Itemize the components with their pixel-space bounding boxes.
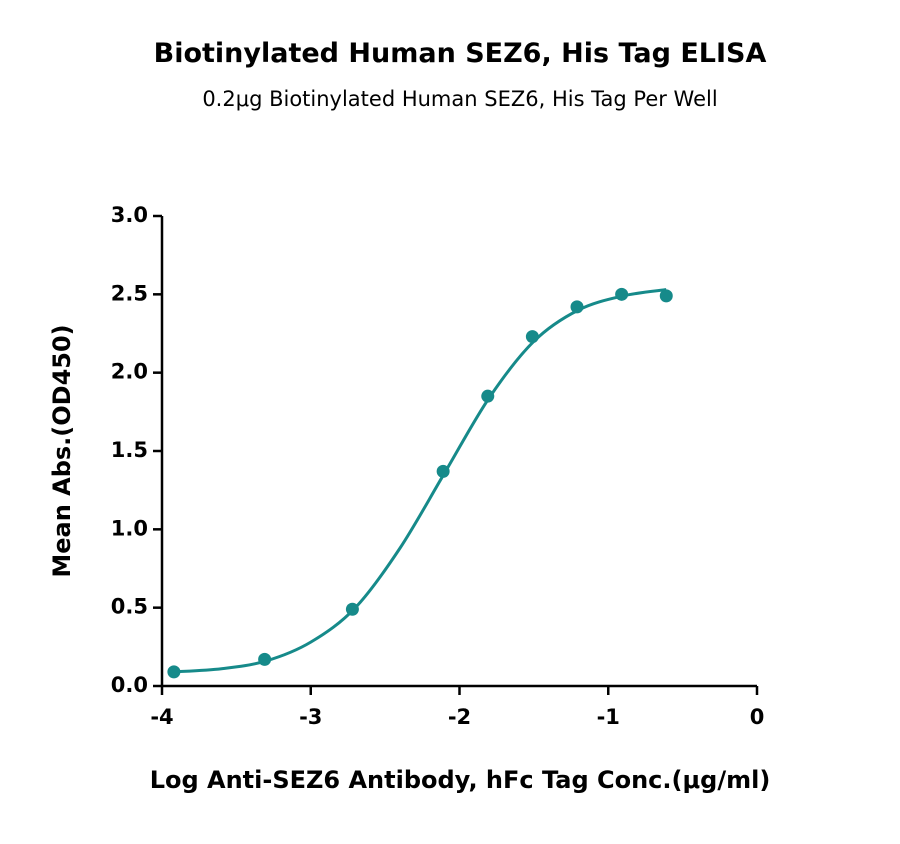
y-tick-label: 2.0 [111, 360, 148, 384]
y-tick-label: 0.5 [111, 595, 148, 619]
chart-subtitle: 0.2μg Biotinylated Human SEZ6, His Tag P… [202, 87, 717, 111]
y-tick-label: 1.5 [111, 438, 148, 462]
x-tick-label: -3 [299, 705, 322, 729]
data-point [659, 289, 673, 303]
data-point [345, 602, 359, 616]
x-tick-label: -4 [150, 705, 173, 729]
y-tick-label: 1.0 [111, 516, 148, 540]
data-point [258, 652, 272, 666]
fit-curve [173, 288, 667, 674]
x-tick-label: -1 [597, 705, 620, 729]
y-tick-label: 0.0 [111, 673, 148, 697]
x-axis-label: Log Anti-SEZ6 Antibody, hFc Tag Conc.(μg… [150, 766, 771, 794]
y-tick-label: 2.5 [111, 281, 148, 305]
x-tick-label: 0 [750, 705, 765, 729]
data-point [525, 330, 539, 344]
x-tick-label: -2 [448, 705, 471, 729]
data-point [436, 464, 450, 478]
data-point [167, 665, 181, 679]
y-axis-label: Mean Abs.(OD450) [48, 324, 76, 577]
y-tick-label: 3.0 [111, 203, 148, 227]
data-point [481, 389, 495, 403]
chart-title: Biotinylated Human SEZ6, His Tag ELISA [154, 38, 767, 69]
data-point [570, 300, 584, 314]
data-point [615, 287, 629, 301]
